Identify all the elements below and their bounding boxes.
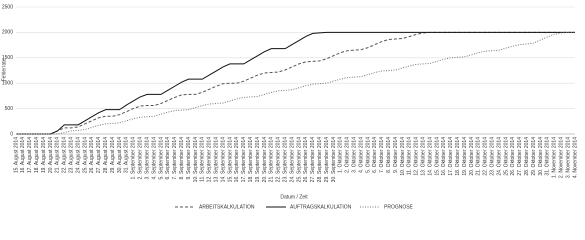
x-axis-label: Datum / Zeit [280,194,308,200]
x-tick-label: 17. September 2014 [241,137,247,183]
x-tick-label: 6. Oktober 2014 [372,137,378,173]
x-tick-label: 21. Oktober 2014 [476,137,482,176]
x-tick-label: 22. August 2014 [62,137,68,173]
x-tick-label: 8. September 2014 [179,137,185,180]
x-tick-label: 1. Oktober 2014 [338,137,344,173]
x-tick-label: 8. Oktober 2014 [386,137,392,173]
x-tick-label: 12. September 2014 [207,137,213,183]
y-tick-label: 500 [5,106,14,112]
series-line [16,31,575,135]
x-tick-label: 4. November 2014 [572,137,578,178]
x-tick-label: 24. August 2014 [75,137,81,173]
x-tick-label: 22. Oktober 2014 [483,137,489,176]
y-tick-label: 2000 [2,30,13,36]
x-tick-label: 29. September 2014 [324,137,330,183]
x-tick-label: 5. Oktober 2014 [365,137,371,173]
x-tick-label: 16. September 2014 [234,137,240,183]
y-tick-label: 0 [10,131,13,137]
x-tick-label: 14. Oktober 2014 [427,137,433,176]
y-tick-label: 2500 [2,4,13,10]
x-tick-label: 31. August 2014 [124,137,130,173]
x-tick-label: 14. September 2014 [220,137,226,183]
x-tick-label: 4. September 2014 [151,137,157,180]
x-tick-label: 5. September 2014 [158,137,164,180]
x-tick-label: 20. September 2014 [262,137,268,183]
x-tick-label: 1. September 2014 [131,137,137,180]
x-tick-label: 19. September 2014 [255,137,261,183]
x-tick-label: 7. Oktober 2014 [379,137,385,173]
x-tick-label: 2. November 2014 [559,137,565,178]
x-tick-label: 30. Oktober 2014 [538,137,544,176]
x-tick-label: 15. Oktober 2014 [434,137,440,176]
x-tick-label: 21. August 2014 [55,137,61,173]
x-tick-label: 10. Oktober 2014 [400,137,406,176]
x-tick-label: 30. September 2014 [331,137,337,183]
x-tick-label: 15. September 2014 [227,137,233,183]
x-tick-label: 6. September 2014 [165,137,171,180]
x-tick-label: 17. Oktober 2014 [448,137,454,176]
y-tick-label: 1000 [2,81,13,87]
x-tick-label: 26. August 2014 [89,137,95,173]
x-tick-label: 25. Oktober 2014 [503,137,509,176]
x-tick-label: 2. September 2014 [138,137,144,180]
x-tick-label: 13. September 2014 [213,137,219,183]
series-line [16,31,575,135]
x-tick-label: 15. August 2014 [13,137,19,173]
x-tick-label: 18. Oktober 2014 [455,137,461,176]
x-tick-label: 23. September 2014 [282,137,288,183]
x-tick-label: 25. September 2014 [296,137,302,183]
x-tick-label: 26. Oktober 2014 [510,137,516,176]
x-tick-label: 27. Oktober 2014 [517,137,523,176]
x-tick-label: 19. August 2014 [41,137,47,173]
x-tick-label: 23. Oktober 2014 [490,137,496,176]
x-tick-label: 31. Oktober 2014 [545,137,551,176]
chart: Fehlerrate Datum / Zeit 0 500 1000 1500 2000… [1,4,578,210]
x-tick-label: 1. November 2014 [552,137,558,178]
x-tick-label: 30. August 2014 [117,137,123,173]
x-tick-label: 3. Oktober 2014 [351,137,357,173]
legend-label: AUFTRAGSKALKULATION [290,204,352,210]
x-tick-label: 18. September 2014 [248,137,254,183]
page: {"chart_data": {"type": "line", "y_label… [1,4,579,211]
series-line [16,31,575,135]
x-tick-label: 12. Oktober 2014 [414,137,420,176]
x-tick-label: 20. Oktober 2014 [469,137,475,176]
x-tick-label: 28. September 2014 [317,137,323,183]
x-tick-label: 25. August 2014 [82,137,88,173]
y-tick-label: 1500 [2,55,13,61]
x-tick-label: 23. August 2014 [69,137,75,173]
x-tick-label: 21. September 2014 [269,137,275,183]
x-tick-label: 19. Oktober 2014 [462,137,468,176]
x-tick-label: 9. September 2014 [186,137,192,180]
x-tick-label: 27. September 2014 [310,137,316,183]
x-tick-label: 29. Oktober 2014 [531,137,537,176]
x-tick-label: 13. Oktober 2014 [421,137,427,176]
x-tick-label: 26. September 2014 [303,137,309,183]
x-tick-label: 16. August 2014 [20,137,26,173]
x-tick-label: 9. Oktober 2014 [393,137,399,173]
legend-label: ARBEITSKALKULATION [199,204,255,210]
x-tick-label: 18. August 2014 [34,137,40,173]
x-tick-label: 3. September 2014 [144,137,150,180]
x-tick-label: 24. September 2014 [289,137,295,183]
x-tick-label: 28. August 2014 [103,137,109,173]
x-tick-label: 7. September 2014 [172,137,178,180]
x-tick-label: 17. August 2014 [27,137,33,173]
x-tick-label: 16. Oktober 2014 [441,137,447,176]
x-tick-label: 20. August 2014 [48,137,54,173]
x-tick-label: 27. August 2014 [96,137,102,173]
x-tick-label: 4. Oktober 2014 [358,137,364,173]
x-tick-label: 11. September 2014 [200,137,206,182]
x-tick-label: 11. Oktober 2014 [407,137,413,175]
x-tick-label: 2. Oktober 2014 [345,137,351,173]
x-tick-label: 3. November 2014 [565,137,571,178]
x-tick-label: 10. September 2014 [193,137,199,183]
legend-label: PROGNOSE [384,204,414,210]
x-tick-label: 28. Oktober 2014 [524,137,530,176]
x-tick-label: 24. Oktober 2014 [496,137,502,176]
x-tick-label: 22. September 2014 [276,137,282,183]
y-axis-label: Fehlerrate [1,58,7,81]
x-tick-label: 29. August 2014 [110,137,116,173]
